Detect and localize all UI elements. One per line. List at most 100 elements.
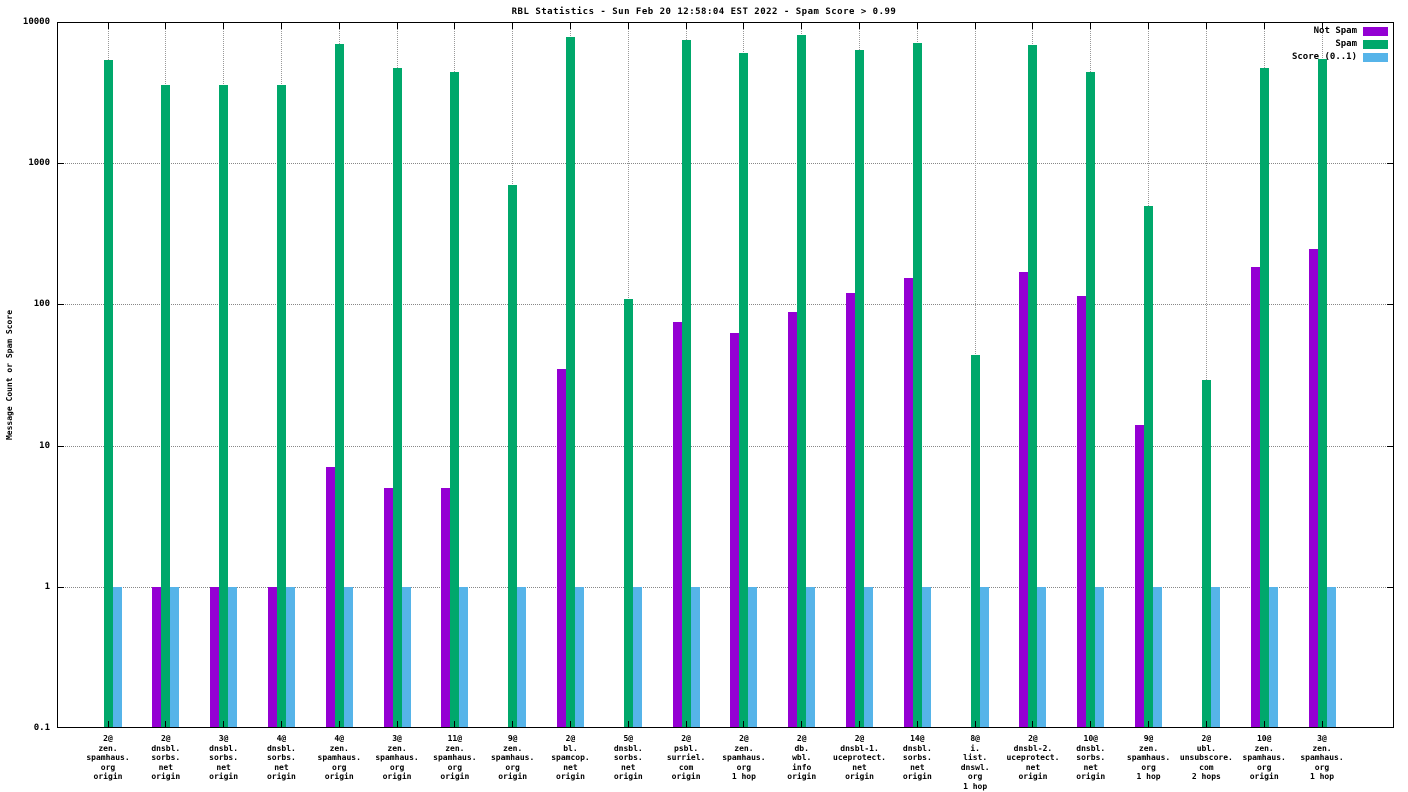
bar-score-0-1 xyxy=(1095,586,1105,728)
y-tick-mark-left xyxy=(57,727,64,728)
x-tick-mark-top xyxy=(280,22,282,29)
bar-score-0-1 xyxy=(632,586,642,728)
y-tick-mark-left xyxy=(57,586,64,588)
bar-spam xyxy=(161,84,171,728)
bar-not-spam xyxy=(210,586,220,728)
x-tick-label-line: org xyxy=(505,762,520,772)
x-tick-label: 2@ bl. spamcop. net origin xyxy=(535,734,605,782)
x-tick-label-line: uceprotect. xyxy=(1006,753,1060,762)
x-tick-label-line: dnsbl-1. xyxy=(840,743,879,753)
bar-spam xyxy=(450,72,460,728)
bar-score-0-1 xyxy=(112,586,122,728)
bar-not-spam xyxy=(1019,271,1029,728)
x-tick-mark-bottom xyxy=(627,721,629,728)
bar-not-spam xyxy=(383,488,393,728)
x-tick-mark-top xyxy=(916,22,918,29)
x-tick-mark-top xyxy=(569,22,571,29)
y-tick-mark-right xyxy=(1387,304,1394,306)
x-tick-label-line: dnsbl. xyxy=(1076,743,1106,753)
x-tick-label-line: 14@ xyxy=(910,734,925,743)
bar-score-0-1 xyxy=(1153,586,1163,728)
x-tick-label-line: surriel. xyxy=(666,753,706,762)
legend-swatch-not-spam xyxy=(1363,26,1388,36)
x-tick-label-line: 2@ xyxy=(160,734,171,743)
y-tick-label: 1 xyxy=(44,581,50,592)
x-tick-label-line: spamhaus. xyxy=(1242,753,1286,762)
x-tick-mark-bottom xyxy=(974,721,976,728)
legend-label-spam: Spam xyxy=(1335,39,1357,49)
x-tick-label-line: net xyxy=(158,762,174,772)
gridline-horizontal xyxy=(57,445,1394,447)
bar-spam xyxy=(103,59,113,728)
bar-score-0-1 xyxy=(979,586,989,728)
x-tick-label-line: 2@ xyxy=(796,734,807,743)
x-tick-label-line: zen. xyxy=(1138,743,1159,753)
bar-spam xyxy=(219,84,229,728)
x-tick-label-line: ubl. xyxy=(1196,743,1216,753)
x-tick-label-line: sorbs. xyxy=(613,753,643,762)
bar-not-spam xyxy=(1308,249,1318,728)
x-tick-label-line: origin xyxy=(324,772,354,781)
x-tick-label-line: zen. xyxy=(329,743,349,753)
bar-spam xyxy=(508,185,518,728)
y-tick-mark-right xyxy=(1387,163,1394,165)
y-tick-mark-right xyxy=(1387,727,1394,728)
legend-label-not-spam: Not Spam xyxy=(1313,26,1357,36)
x-tick-mark-bottom xyxy=(743,721,745,728)
bar-spam xyxy=(1086,72,1096,728)
x-tick-label: 4@ dnsbl. sorbs. net origin xyxy=(246,734,316,782)
y-tick-label: 100 xyxy=(33,299,50,310)
x-tick-label: 11@ zen. spamhaus. org origin xyxy=(420,734,490,782)
x-tick-label: 2@ zen. spamhaus. org 1 hop xyxy=(709,734,779,782)
y-tick-label: 0.1 xyxy=(33,723,50,733)
x-tick-label-line: 9@ xyxy=(1143,734,1154,743)
x-tick-label-line: origin xyxy=(671,772,701,781)
x-tick-label-line: zen. xyxy=(387,743,407,753)
x-tick-mark-top xyxy=(627,22,629,29)
x-tick-label-line: org xyxy=(1256,762,1272,772)
x-tick-label-line: 2@ xyxy=(681,734,691,743)
x-tick-label-line: origin xyxy=(902,772,932,781)
x-tick-label: 10@ dnsbl. sorbs. net origin xyxy=(1056,734,1126,782)
y-tick-mark-left xyxy=(57,22,64,23)
bar-score-0-1 xyxy=(748,586,758,728)
x-tick-label: 2@ dnsbl-2. uceprotect. net origin xyxy=(998,734,1068,782)
x-tick-label-line: dnsbl-2. xyxy=(1013,743,1053,753)
x-tick-mark-top xyxy=(454,22,456,29)
x-tick-label-line: spamhaus. xyxy=(433,753,477,762)
x-tick-label-line: zen. xyxy=(1312,743,1332,753)
x-tick-mark-bottom xyxy=(859,721,861,728)
bar-not-spam xyxy=(903,277,913,728)
x-tick-label-line: com xyxy=(678,762,694,772)
x-tick-label-line: dnsbl. xyxy=(209,743,239,753)
x-tick-label-line: dnsbl. xyxy=(151,743,181,753)
x-tick-label-line: origin xyxy=(498,772,528,781)
x-tick-label: 8@ i. list. dnswl. org 1 hop xyxy=(940,734,1010,791)
x-tick-label-line: spamhaus. xyxy=(722,753,766,762)
x-tick-label-line: info xyxy=(792,762,812,772)
x-tick-label-line: 4@ xyxy=(334,734,345,743)
x-tick-label-line: zen. xyxy=(445,743,465,753)
bar-spam xyxy=(623,298,633,728)
x-tick-label: 2@ dnsbl-1. uceprotect. net origin xyxy=(825,734,895,782)
x-tick-label: 2@ zen. spamhaus. org origin xyxy=(73,734,143,782)
bar-not-spam xyxy=(267,586,277,728)
x-tick-mark-bottom xyxy=(512,721,514,728)
x-tick-label: 4@ zen. spamhaus. org origin xyxy=(304,734,374,782)
bar-spam xyxy=(276,84,286,728)
x-tick-label-line: 2@ xyxy=(1028,734,1038,743)
x-tick-mark-top xyxy=(1148,22,1150,29)
x-tick-label-line: org xyxy=(1314,762,1330,772)
x-tick-label-line: origin xyxy=(209,772,239,781)
x-tick-mark-top xyxy=(338,22,340,29)
x-tick-label-line: origin xyxy=(440,772,470,781)
x-tick-mark-top xyxy=(801,22,803,29)
gridline-vertical xyxy=(1205,22,1207,728)
legend-item-not-spam: Not Spam xyxy=(1314,26,1388,36)
x-tick-label-line: 1 hop xyxy=(1136,772,1161,781)
x-tick-mark-bottom xyxy=(1205,721,1207,728)
bar-not-spam xyxy=(325,467,335,728)
legend-swatch-spam xyxy=(1363,39,1388,49)
x-tick-mark-top xyxy=(974,22,976,29)
bar-spam xyxy=(970,354,980,728)
